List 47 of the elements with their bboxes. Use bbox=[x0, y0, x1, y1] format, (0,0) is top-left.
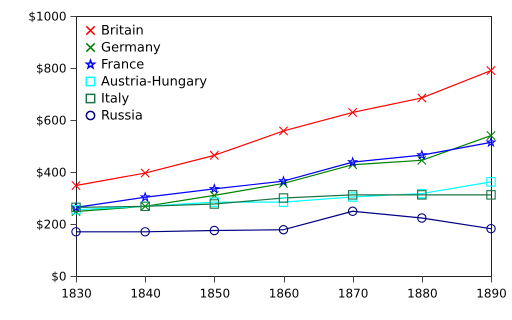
point bbox=[486, 66, 496, 76]
legend-label: Russia bbox=[101, 108, 143, 124]
point bbox=[278, 224, 288, 234]
x-tick-label: 1870 bbox=[338, 286, 368, 300]
x-tick-label: 1850 bbox=[200, 286, 230, 300]
point bbox=[278, 126, 288, 136]
point bbox=[417, 150, 426, 160]
x-tick-label: 1840 bbox=[130, 286, 161, 300]
x-tick-label: 1830 bbox=[61, 286, 92, 300]
x-tick-label: 1890 bbox=[476, 286, 507, 300]
point bbox=[278, 197, 288, 207]
point bbox=[210, 226, 220, 236]
point bbox=[486, 138, 496, 146]
point bbox=[486, 177, 496, 187]
legend-label: France bbox=[101, 58, 144, 72]
point bbox=[486, 130, 496, 140]
x-tick-label: 1880 bbox=[407, 286, 438, 300]
point bbox=[486, 224, 496, 234]
legend-label: Britain bbox=[101, 24, 144, 38]
point bbox=[210, 184, 219, 193]
legend-label: Austria-Hungary bbox=[101, 74, 208, 90]
point bbox=[348, 160, 358, 170]
y-tick-label: $600 bbox=[36, 114, 66, 128]
point bbox=[71, 227, 81, 237]
y-tick-label: $1000 bbox=[28, 10, 66, 24]
legend-label: Germany bbox=[101, 40, 162, 56]
y-tick-label: $0 bbox=[51, 270, 66, 284]
point bbox=[210, 150, 220, 160]
point bbox=[348, 157, 358, 166]
point bbox=[140, 227, 150, 237]
y-tick-label: $200 bbox=[36, 218, 66, 232]
point bbox=[417, 156, 427, 166]
point bbox=[210, 190, 220, 200]
point bbox=[417, 93, 427, 103]
point bbox=[348, 206, 358, 216]
point bbox=[71, 180, 81, 190]
point bbox=[140, 192, 150, 202]
point bbox=[348, 108, 358, 118]
x-tick-label: 1860 bbox=[268, 286, 300, 300]
legend-label: Italy bbox=[101, 92, 130, 106]
point bbox=[140, 168, 150, 178]
point bbox=[278, 176, 288, 186]
y-tick-label: $800 bbox=[36, 62, 66, 76]
point bbox=[278, 193, 288, 203]
point bbox=[486, 190, 496, 200]
point bbox=[417, 213, 427, 223]
y-tick-label: $400 bbox=[36, 166, 66, 180]
